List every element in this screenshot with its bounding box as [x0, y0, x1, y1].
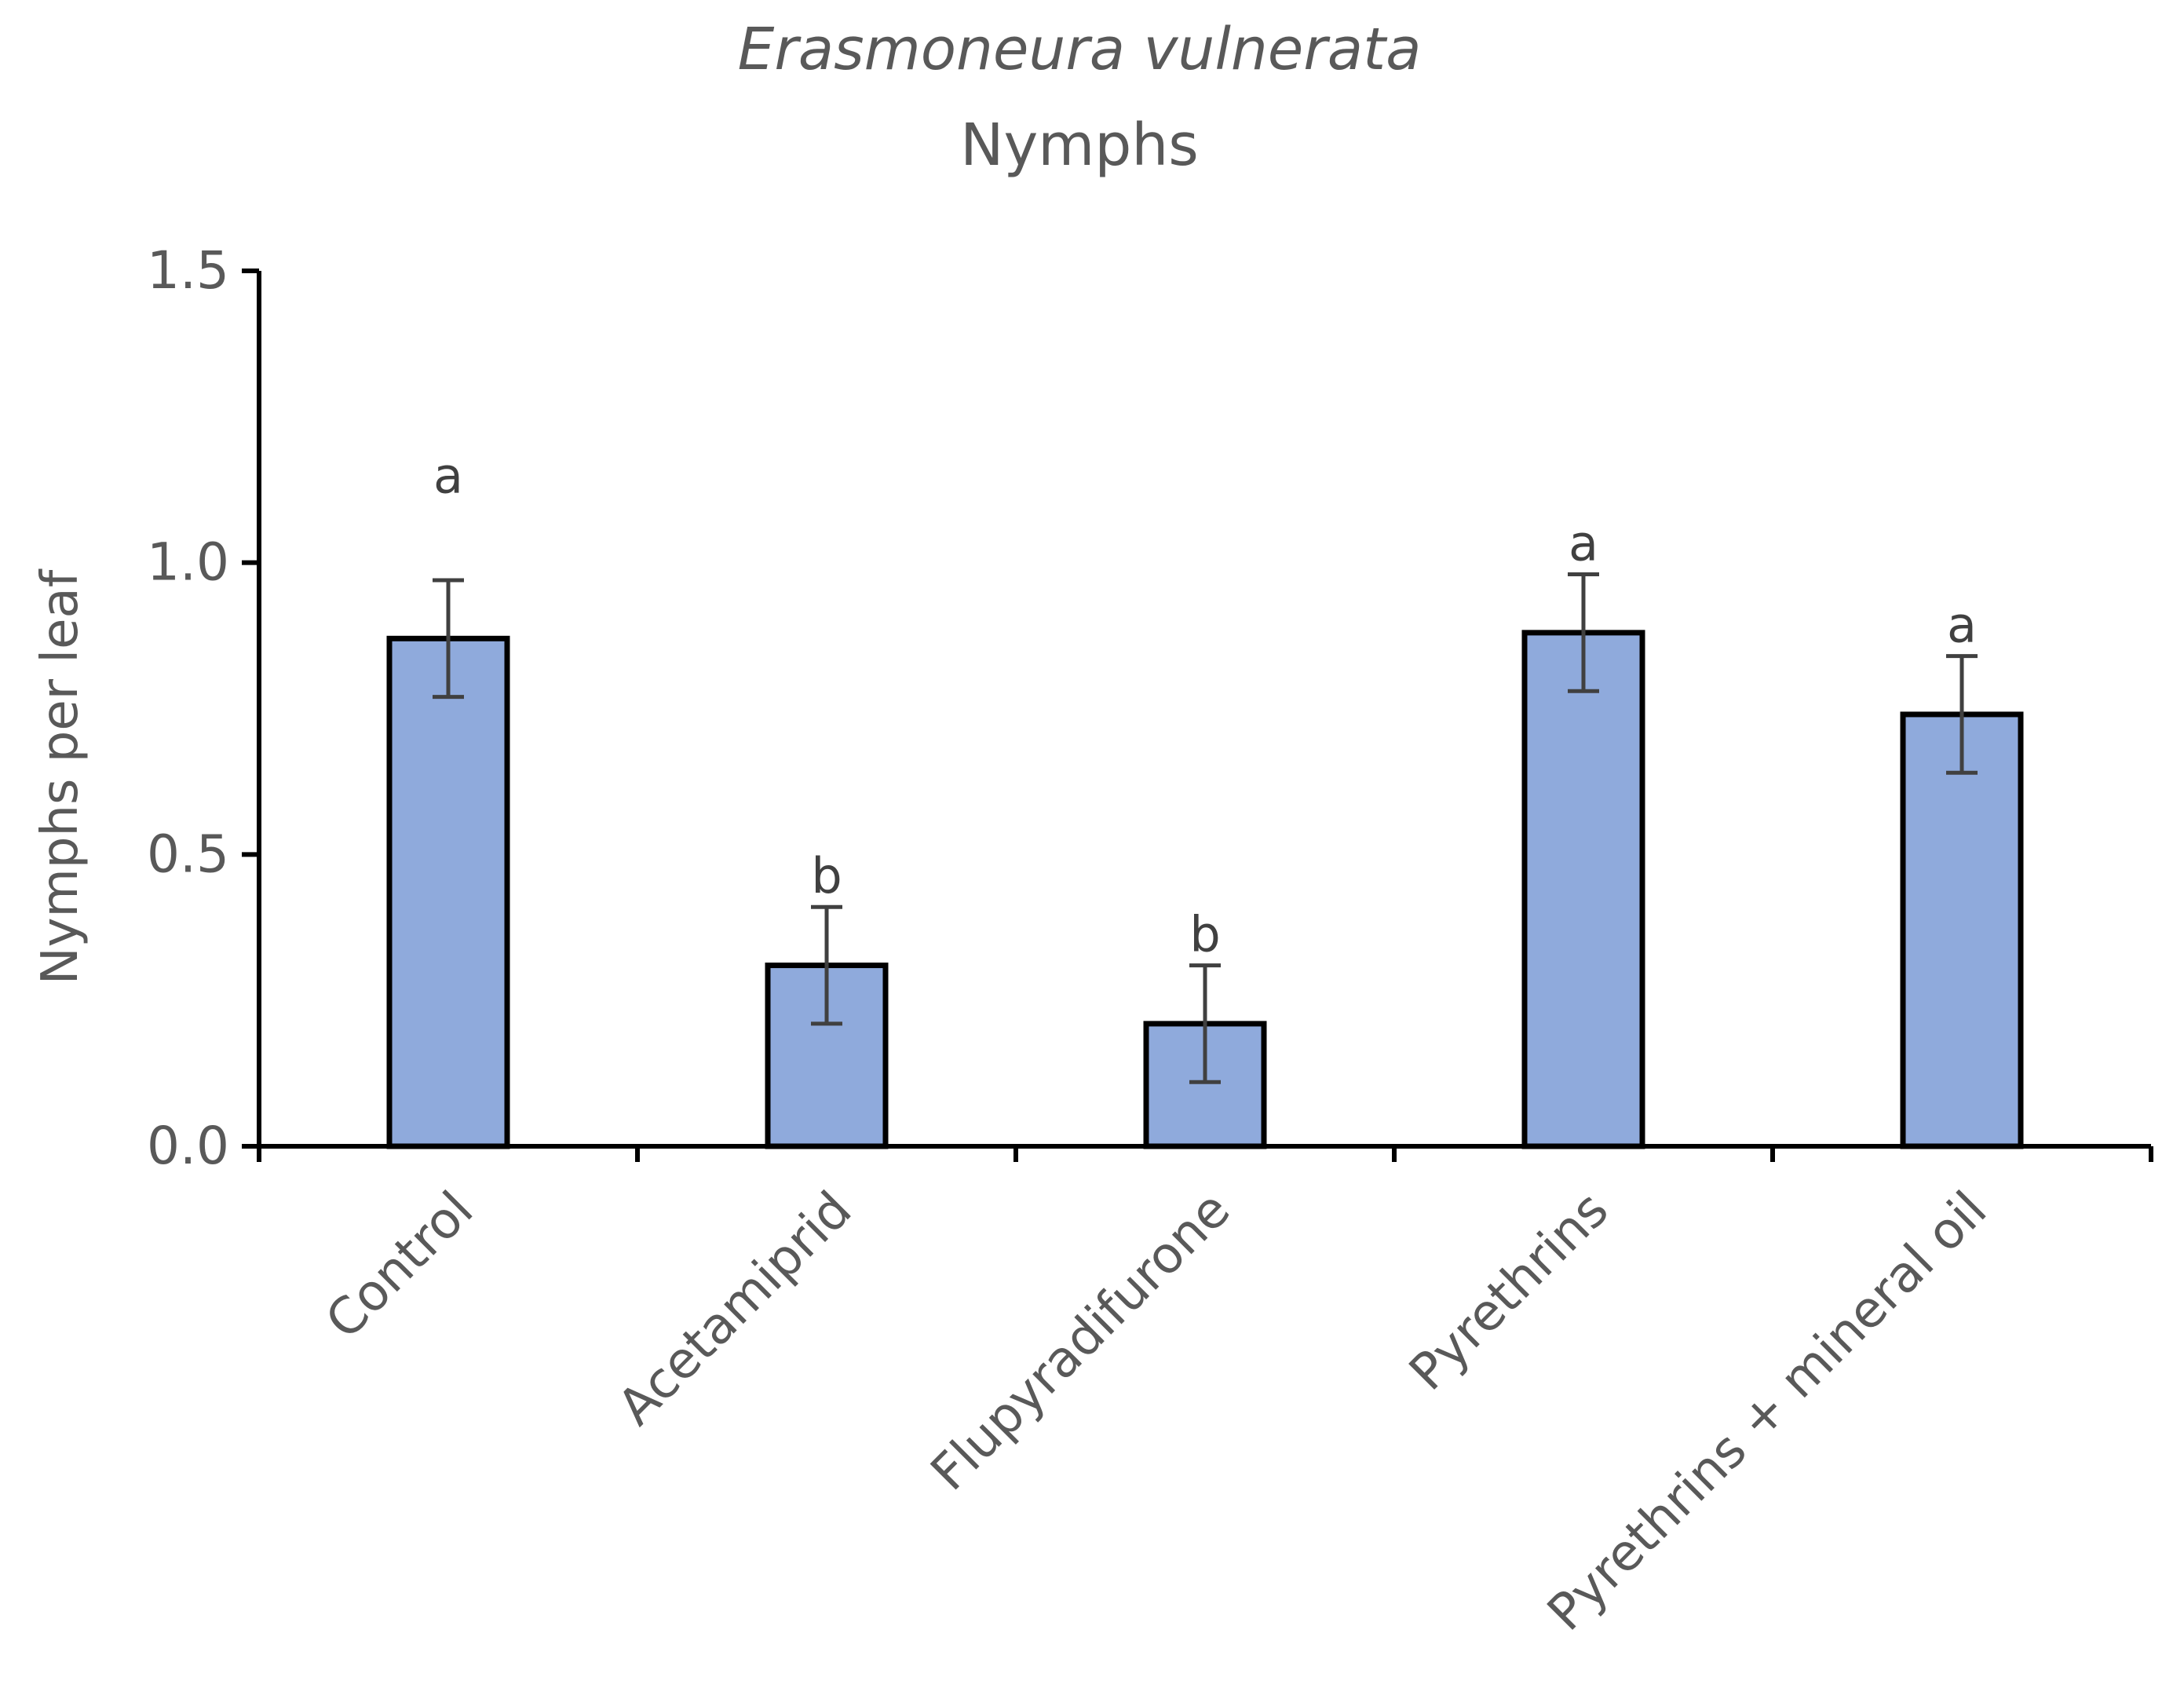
chart-title: Erasmoneura vulnerata	[738, 16, 1422, 83]
bar	[1521, 630, 1645, 1149]
y-tick-label: 1.0	[147, 532, 229, 593]
y-tick-label: 0.5	[147, 824, 229, 884]
significance-letter: a	[1569, 515, 1598, 572]
x-tick-label: Pyrethrins + mineral oil	[1537, 1181, 1999, 1642]
significance-letter: a	[1947, 597, 1977, 654]
x-tick-label: Pyrethrins	[1399, 1181, 1620, 1402]
y-tick-label: 0.0	[147, 1116, 229, 1176]
significance-letter: b	[1189, 906, 1220, 963]
y-axis-title: Nymphs per leaf	[31, 568, 89, 985]
x-tick-label: Control	[315, 1181, 484, 1350]
chart-marks: a b b a a 0.0 0.5 1.0 1.5 Control Acetamiprid Flupy…	[147, 240, 2153, 1642]
y-tick-label: 1.5	[147, 240, 229, 301]
significance-letter: a	[433, 447, 463, 504]
chart-subtitle: Nymphs	[960, 111, 1199, 179]
bar	[386, 635, 510, 1149]
x-tick-label: Flupyradifurone	[920, 1181, 1241, 1502]
x-tick-label: Acetamiprid	[607, 1181, 863, 1437]
significance-letter: b	[811, 847, 842, 904]
bar	[1900, 711, 2024, 1149]
